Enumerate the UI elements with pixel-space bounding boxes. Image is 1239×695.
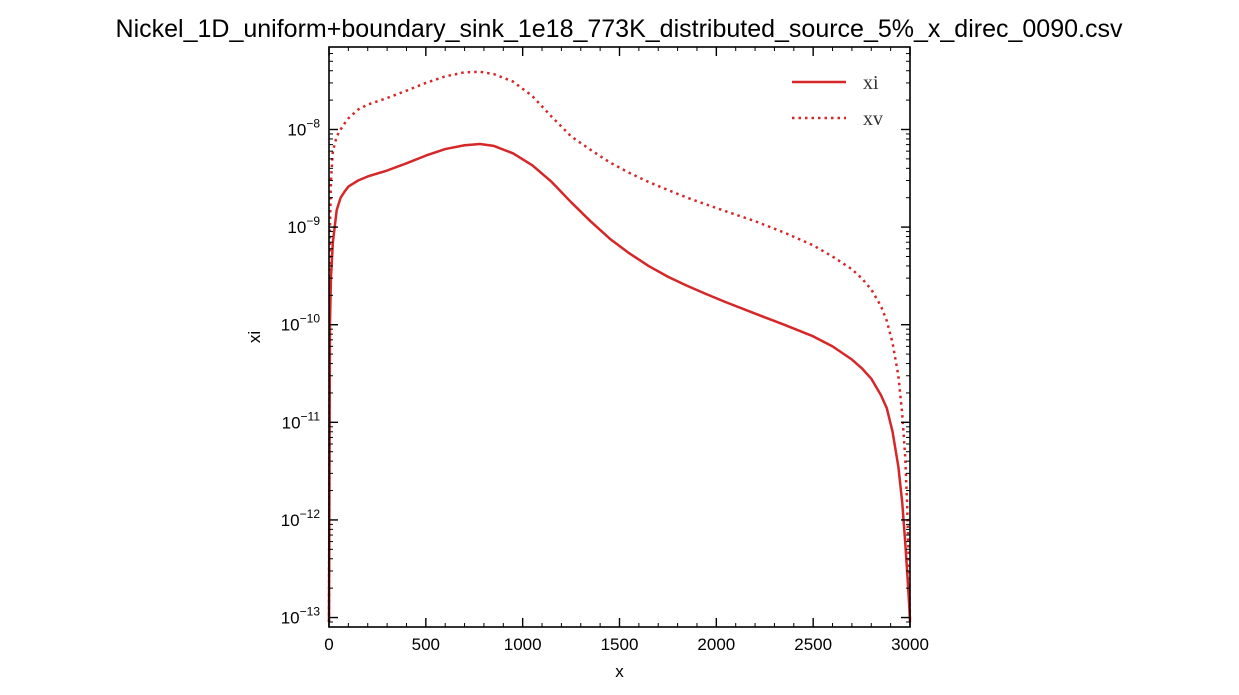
y-tick-label: 10−13 <box>281 605 321 628</box>
x-axis-label: x <box>615 662 624 681</box>
x-tick-label: 1000 <box>504 635 542 654</box>
x-axis: 0 500 1000 1500 2000 2500 3000 <box>324 47 929 654</box>
x-tick-label: 2000 <box>697 635 735 654</box>
series-line-xv <box>327 70 912 623</box>
series-group <box>327 70 912 623</box>
y-tick-label: 10−12 <box>281 507 321 530</box>
legend-label-xi: xi <box>863 72 879 94</box>
x-tick-label: 2500 <box>794 635 832 654</box>
series-line-xi <box>327 142 912 623</box>
legend: xi xv <box>792 72 883 130</box>
x-tick-label: 1500 <box>601 635 639 654</box>
y-tick-label: 10−9 <box>287 214 320 237</box>
plot-frame <box>328 46 911 628</box>
y-axis-label: xi <box>245 331 264 343</box>
x-tick-label: 500 <box>412 635 440 654</box>
y-tick-label: 10−11 <box>282 409 321 432</box>
y-tick-label: 10−8 <box>287 116 320 139</box>
legend-label-xv: xv <box>863 108 883 130</box>
chart-title: Nickel_1D_uniform+boundary_sink_1e18_773… <box>116 15 1123 43</box>
y-axis: 10−13 10−12 10−11 10−10 10−9 10−8 <box>281 53 910 628</box>
y-tick-label: 10−10 <box>281 312 321 335</box>
x-tick-label: 0 <box>324 635 333 654</box>
x-tick-label: 3000 <box>891 635 929 654</box>
